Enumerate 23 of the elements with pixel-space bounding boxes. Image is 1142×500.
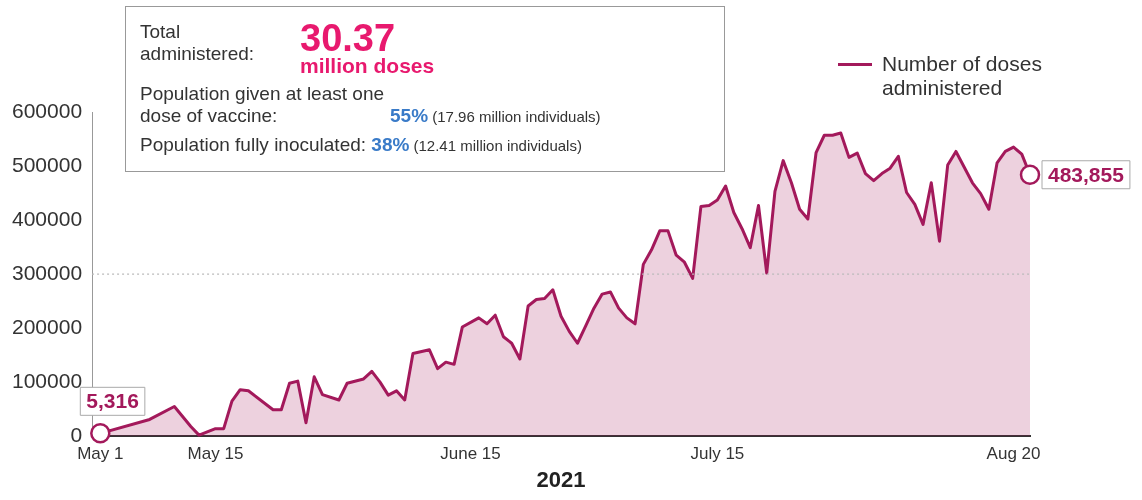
y-tick-label: 300000 — [12, 260, 83, 284]
x-tick-label: Aug 20 — [986, 444, 1041, 464]
annotation: Population given at least one dose of vaccine: — [140, 83, 385, 127]
y-tick-label: 500000 — [12, 152, 83, 176]
text: Total administered: — [140, 21, 255, 64]
annotation: 483,855 — [1048, 162, 1125, 186]
annotation: Population fully inoculated: — [140, 134, 368, 155]
x-axis-title: 2021 — [536, 466, 586, 492]
annotation: 55% — [390, 105, 429, 126]
legend-label: Number of doses administered — [882, 52, 1043, 100]
y-tick-label: 0 — [70, 423, 83, 446]
x-tick-label: July 15 — [690, 444, 745, 464]
y-tick-label: 400000 — [12, 206, 83, 230]
y-tick-label: 100000 — [12, 368, 83, 392]
x-tick-label: May 1 — [77, 444, 124, 464]
y-tick-label: 600000 — [12, 98, 83, 122]
annotation: 5,316 — [86, 389, 139, 413]
annotation: (17.96 million individuals) — [431, 108, 601, 125]
x-tick-label: May 15 — [187, 444, 244, 464]
annotation: (12.41 million individuals) — [412, 137, 582, 154]
x-tick-label: June 15 — [440, 444, 501, 464]
annotation: 38% — [371, 134, 410, 155]
y-tick-label: 200000 — [12, 314, 83, 338]
